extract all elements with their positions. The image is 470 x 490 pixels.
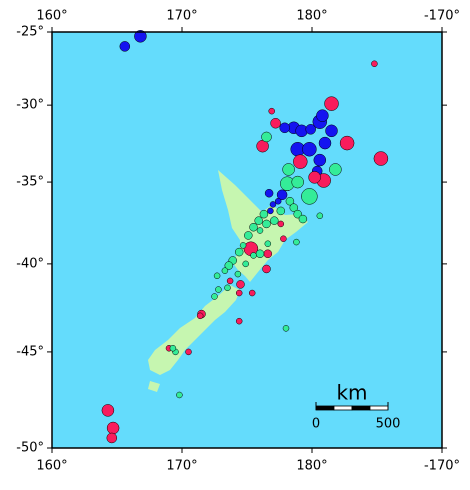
earthquake: [329, 163, 342, 176]
earthquake: [254, 216, 263, 225]
earthquakes: [101, 30, 389, 444]
earthquake: [285, 196, 295, 206]
y-tick-label: -40°: [16, 256, 44, 271]
earthquake: [134, 30, 147, 43]
earthquake: [211, 293, 218, 300]
earthquake: [293, 238, 300, 246]
earthquake: [234, 247, 244, 257]
earthquake: [262, 264, 271, 274]
earthquake: [274, 197, 282, 205]
earthquake: [215, 286, 222, 293]
x-tick-label: 170°: [166, 459, 197, 474]
y-tick-label: -35°: [16, 175, 44, 190]
y-tick-label: -50°: [16, 441, 44, 456]
earthquake: [308, 171, 321, 184]
scale-label: 0: [312, 417, 320, 432]
earthquake: [264, 240, 272, 247]
scale-label: 500: [376, 417, 401, 432]
y-tick-label: -45°: [16, 344, 44, 359]
scale-segment: [333, 405, 353, 411]
earthquake: [106, 432, 118, 444]
earthquake: [106, 421, 120, 435]
earthquake: [325, 124, 338, 138]
x-tick-label: 180°: [296, 459, 327, 474]
earthquake: [316, 212, 324, 220]
scale-unit: km: [336, 381, 367, 405]
earthquake: [289, 203, 299, 212]
earthquake: [169, 344, 177, 352]
earthquake: [234, 270, 242, 278]
earthquake: [293, 209, 302, 219]
earthquake: [213, 272, 221, 280]
earthquake: [298, 214, 308, 224]
scale-segment: [351, 405, 371, 411]
earthquake: [235, 317, 243, 325]
earthquake: [262, 219, 271, 229]
earthquake: [316, 109, 329, 122]
y-tick-label: -30°: [16, 98, 44, 113]
south-island: [148, 285, 240, 375]
earthquake: [261, 131, 272, 143]
y-tick-label: -25°: [16, 25, 44, 40]
earthquake: [196, 312, 204, 320]
earthquake: [249, 222, 258, 232]
earthquake: [119, 41, 131, 52]
earthquake: [224, 261, 234, 270]
scale-segment: [369, 405, 389, 411]
earthquake: [305, 124, 316, 135]
x-tick-label: 160°: [36, 9, 67, 24]
earthquake: [185, 348, 192, 356]
earthquake: [255, 249, 265, 259]
earthquake: [236, 280, 245, 289]
earthquake: [279, 122, 290, 134]
earthquake: [291, 175, 304, 189]
earthquake: [276, 189, 288, 201]
earthquake: [293, 154, 308, 169]
earthquake: [239, 242, 247, 249]
earthquake: [270, 216, 279, 225]
earthquake: [256, 227, 264, 234]
earthquake: [282, 325, 290, 332]
earthquake: [313, 153, 327, 167]
earthquake: [339, 135, 355, 151]
earthquake: [277, 220, 285, 228]
scale-bar: km 0 500: [312, 381, 401, 432]
earthquake: [242, 260, 249, 268]
earthquake: [176, 391, 183, 399]
earthquake: [268, 107, 275, 115]
earthquake: [324, 96, 339, 111]
earthquake: [269, 201, 277, 208]
earthquake: [221, 267, 229, 274]
x-tick-label: -170°: [424, 9, 460, 24]
earthquake: [371, 60, 378, 68]
stewart-island: [148, 381, 160, 392]
earthquake: [270, 117, 281, 129]
earthquake: [224, 284, 231, 292]
x-tick-label: 160°: [36, 459, 67, 474]
earthquake: [267, 207, 274, 215]
x-tick-label: 170°: [166, 9, 197, 24]
earthquake: [276, 206, 286, 216]
earthquake: [226, 277, 234, 285]
earthquake: [264, 188, 274, 198]
earthquake: [318, 136, 332, 150]
earthquake: [373, 151, 389, 166]
earthquake: [259, 209, 269, 219]
earthquake: [101, 404, 115, 417]
x-tick-label: -170°: [424, 459, 460, 474]
earthquake: [280, 235, 287, 243]
earthquake: [302, 141, 317, 157]
earthquake: [263, 249, 273, 259]
earthquake: [235, 289, 243, 297]
earthquake: [250, 252, 257, 259]
earthquake: [282, 163, 295, 176]
earthquake: [244, 231, 253, 240]
frame: [51, 31, 443, 449]
earthquake: [248, 289, 256, 297]
scale-segment: [315, 405, 335, 411]
earthquake: [301, 188, 318, 205]
x-tick-label: 180°: [296, 9, 327, 24]
